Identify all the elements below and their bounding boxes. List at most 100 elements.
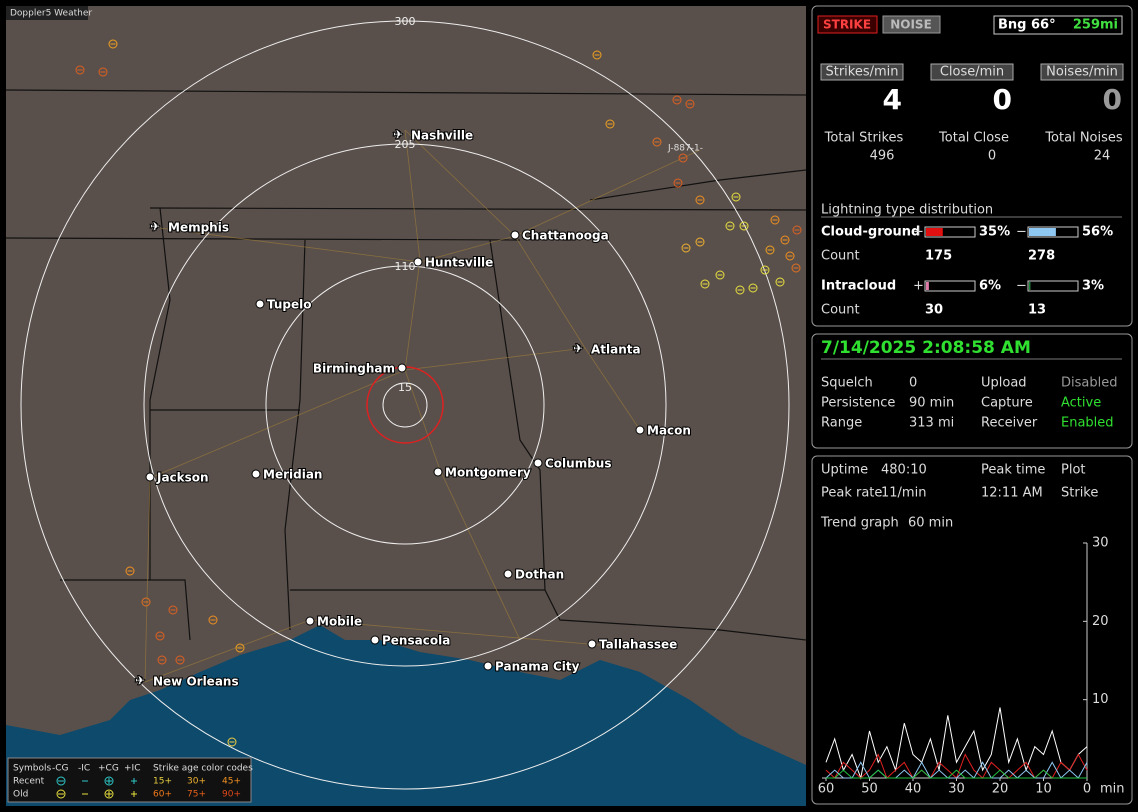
trend-line	[825, 707, 1088, 780]
age-code: 75+	[187, 790, 206, 800]
city-dot	[510, 230, 520, 240]
type-name: Intracloud	[821, 279, 896, 294]
strike-symbol	[125, 566, 135, 576]
bearing: Bng 66°	[998, 18, 1056, 33]
trend-graph: 10 20 30 60 50 40 30 20 10 0 min	[818, 536, 1125, 797]
city-dot	[587, 639, 597, 649]
setting-value: Active	[1061, 396, 1101, 411]
rate-label: Noises/min	[1046, 65, 1118, 80]
strike-symbol	[748, 283, 758, 293]
legend-header: +IC	[124, 764, 140, 774]
legend-box	[7, 757, 252, 803]
trend-line	[826, 769, 1087, 779]
stats: Uptime 480:10 Peak time Plot Peak rate11/min…	[820, 463, 1098, 531]
distance: 259mi	[1073, 18, 1118, 33]
count: 278	[1028, 249, 1055, 264]
panel	[811, 333, 1133, 449]
pct-track	[924, 226, 976, 238]
distribution-title: Lightning type distribution	[821, 203, 993, 218]
pct-label: 3%	[1082, 279, 1104, 294]
strike-symbol	[168, 605, 178, 615]
app-label-bg	[6, 6, 88, 20]
city-label: Macon	[647, 424, 691, 438]
legend-symbols	[56, 776, 137, 799]
app-label: Doppler5 Weather	[10, 9, 92, 19]
strike-symbol	[592, 50, 602, 60]
legend-row: Recent	[13, 777, 45, 787]
ring-label: 15	[398, 381, 412, 394]
city-dot	[413, 257, 423, 267]
pct-track	[1027, 280, 1079, 292]
strike-symbol	[157, 655, 167, 665]
city-airport: ✈	[573, 342, 583, 356]
legend-label: Strike age color codes	[153, 764, 253, 774]
strike-symbol	[725, 221, 735, 231]
stat: 60 min	[908, 516, 953, 531]
datetime: 7/14/2025 2:08:58 AM	[821, 338, 1031, 358]
strike-symbol	[731, 192, 741, 202]
stat: 12:11 AM	[981, 486, 1043, 501]
strike-symbol	[792, 225, 802, 235]
sign: −	[1016, 225, 1027, 240]
y-tick-label: 30	[1092, 536, 1109, 551]
city-label: Atlanta	[591, 343, 641, 357]
sign: −	[1016, 279, 1027, 294]
city-label: Birmingham	[313, 362, 395, 376]
legend-header: -CG	[52, 764, 69, 774]
setting-label: Persistence	[821, 396, 895, 411]
track-label: J-887-1-	[667, 144, 703, 154]
strike-symbol	[695, 195, 705, 205]
city-dot	[503, 569, 513, 579]
pct-label: 35%	[979, 225, 1010, 240]
strike-symbol	[765, 245, 775, 255]
y-tick-label: 10	[1092, 692, 1109, 707]
rates: Strikes/min 4 Total Strikes 496 Close/min 0 To…	[820, 63, 1124, 164]
setting-label: Upload	[981, 376, 1027, 391]
strike-symbol	[652, 137, 662, 147]
rate-value: 4	[883, 83, 902, 116]
x-tick-label: 30	[948, 782, 965, 797]
city-label: Columbus	[545, 457, 612, 471]
strike-symbol	[605, 119, 615, 129]
strike-symbol	[141, 597, 151, 607]
range-rings	[20, 20, 790, 790]
city-label: Pensacola	[382, 634, 450, 648]
count: 175	[925, 249, 952, 264]
city-dot	[251, 469, 261, 479]
setting-value: 313 mi	[909, 416, 954, 431]
legend-header: +CG	[98, 764, 119, 774]
setting-label: Capture	[981, 396, 1033, 411]
city-airport: ✈	[135, 674, 145, 688]
age-code: 60+	[153, 790, 172, 800]
stat: 480:10	[881, 463, 927, 478]
stat: Peak time	[981, 463, 1045, 478]
ring-label: 300	[395, 15, 416, 28]
strike-symbol	[175, 655, 185, 665]
panel	[811, 5, 1133, 327]
pct-label: 6%	[979, 279, 1001, 294]
strike-symbol	[98, 67, 108, 77]
ring-label: 110	[395, 260, 416, 273]
rate-button	[820, 63, 904, 81]
strike-symbol	[735, 285, 745, 295]
city-label: Nashville	[411, 129, 473, 143]
rate-button	[1040, 63, 1124, 81]
x-unit: min	[1100, 782, 1125, 797]
city-dot	[433, 467, 443, 477]
strike-symbol	[678, 153, 688, 163]
stat: Plot	[1061, 463, 1086, 478]
count-label: Count	[821, 303, 860, 318]
setting-label: Squelch	[821, 376, 873, 391]
strike-symbol	[791, 263, 801, 273]
strike-button[interactable]	[817, 15, 878, 34]
city-label: Mobile	[317, 615, 362, 629]
panel	[811, 455, 1133, 805]
noise-button[interactable]	[882, 15, 941, 34]
setting-value: Enabled	[1061, 416, 1114, 431]
x-tick-label: 10	[1035, 782, 1052, 797]
strike-symbol	[672, 95, 682, 105]
stat: Trend graph	[820, 516, 899, 531]
sign: +	[913, 279, 924, 294]
y-tick-label: 20	[1092, 614, 1109, 629]
